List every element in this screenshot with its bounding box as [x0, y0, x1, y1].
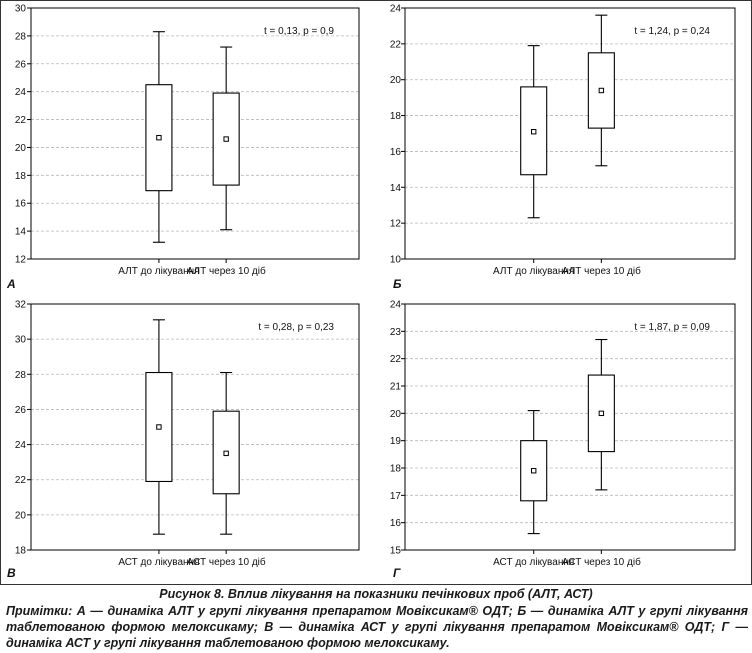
- y-tick-label: 24: [15, 87, 27, 98]
- y-tick-label: 18: [15, 546, 27, 557]
- y-tick-label: 22: [15, 475, 27, 486]
- stat-annotation: t = 0,28, p = 0,23: [258, 322, 334, 333]
- x-tick-label: АЛТ до лікування: [493, 266, 574, 277]
- median-marker: [531, 468, 537, 474]
- y-tick-label: 22: [390, 39, 402, 50]
- median-marker: [156, 424, 162, 430]
- y-tick-label: 20: [390, 409, 402, 420]
- figure-frame: [0, 0, 752, 585]
- median-marker: [223, 136, 229, 142]
- stat-annotation: t = 0,13, p = 0,9: [264, 26, 334, 37]
- y-tick-label: 26: [15, 59, 27, 70]
- x-tick-label: АСТ через 10 діб: [187, 556, 266, 568]
- x-tick-label: АЛТ до лікування: [118, 266, 199, 277]
- y-tick-label: 12: [15, 255, 27, 266]
- median-marker: [223, 450, 229, 457]
- y-tick-label: 28: [15, 31, 27, 42]
- y-tick-label: 16: [390, 518, 402, 529]
- stat-annotation: t = 1,24, p = 0,24: [634, 26, 710, 37]
- panel-label: В: [7, 566, 16, 580]
- figure-caption: Рисунок 8. Вплив лікування на показники …: [159, 587, 593, 601]
- y-tick-label: 18: [390, 111, 402, 122]
- plot-area: [30, 303, 360, 551]
- y-tick-label: 14: [15, 227, 27, 238]
- y-tick-label: 16: [15, 199, 27, 210]
- y-tick-label: 20: [390, 75, 402, 86]
- x-tick-label: АСТ до лікування: [118, 557, 199, 568]
- y-tick-label: 22: [390, 354, 402, 365]
- plot-area: [30, 7, 360, 260]
- stat-annotation: t = 1,87, p = 0,09: [634, 322, 710, 333]
- y-tick-label: 24: [390, 300, 402, 311]
- y-tick-label: 18: [390, 464, 402, 475]
- y-tick-label: 23: [390, 327, 402, 338]
- y-tick-label: 10: [390, 255, 402, 266]
- median-marker: [531, 129, 537, 135]
- y-tick-label: 24: [15, 440, 27, 451]
- chart-panel-1: 12 14 16 18 20 22 24 26 28 30 АЛТ до лікуванняАЛТ …: [6, 4, 360, 291]
- panel-label: А: [6, 277, 16, 291]
- y-tick-label: 14: [390, 183, 402, 194]
- figure-note: Примітки: А — динаміка АЛТ у групі лікув…: [6, 604, 748, 650]
- y-tick-label: 30: [15, 335, 27, 346]
- x-tick-label: АЛТ через 10 діб: [187, 265, 266, 277]
- y-tick-label: 21: [390, 382, 402, 393]
- y-tick-label: 15: [390, 546, 402, 557]
- median-marker: [598, 87, 605, 94]
- panel-label: Г: [393, 566, 401, 580]
- x-tick-label: АСТ до лікування: [493, 557, 574, 568]
- y-tick-label: 30: [15, 4, 27, 15]
- y-tick-label: 20: [15, 143, 27, 154]
- x-tick-label: АЛТ через 10 діб: [562, 265, 641, 277]
- plot-area: [404, 303, 736, 551]
- figure: 12 14 16 18 20 22 24 26 28 30 АЛТ до лікування АЛТ …: [0, 0, 752, 585]
- y-tick-label: 18: [15, 171, 27, 182]
- y-tick-label: 32: [15, 300, 27, 311]
- y-tick-label: 22: [15, 115, 27, 126]
- chart-panel-4: 15 16 17 18 19 20 21 22 23 24 АСТ до лікуванняАСТ …: [390, 300, 736, 580]
- panel-label: Б: [393, 277, 402, 291]
- y-tick-label: 26: [15, 405, 27, 416]
- y-tick-label: 12: [390, 219, 402, 230]
- median-marker: [156, 134, 162, 141]
- median-marker: [598, 410, 605, 417]
- y-tick-label: 24: [390, 4, 402, 15]
- y-tick-label: 28: [15, 370, 27, 381]
- y-tick-label: 17: [390, 491, 402, 502]
- y-tick-label: 19: [390, 436, 402, 447]
- plot-area: [404, 7, 736, 260]
- y-tick-label: 16: [390, 147, 402, 158]
- x-tick-label: АСТ через 10 діб: [562, 556, 641, 568]
- y-tick-label: 20: [15, 510, 27, 521]
